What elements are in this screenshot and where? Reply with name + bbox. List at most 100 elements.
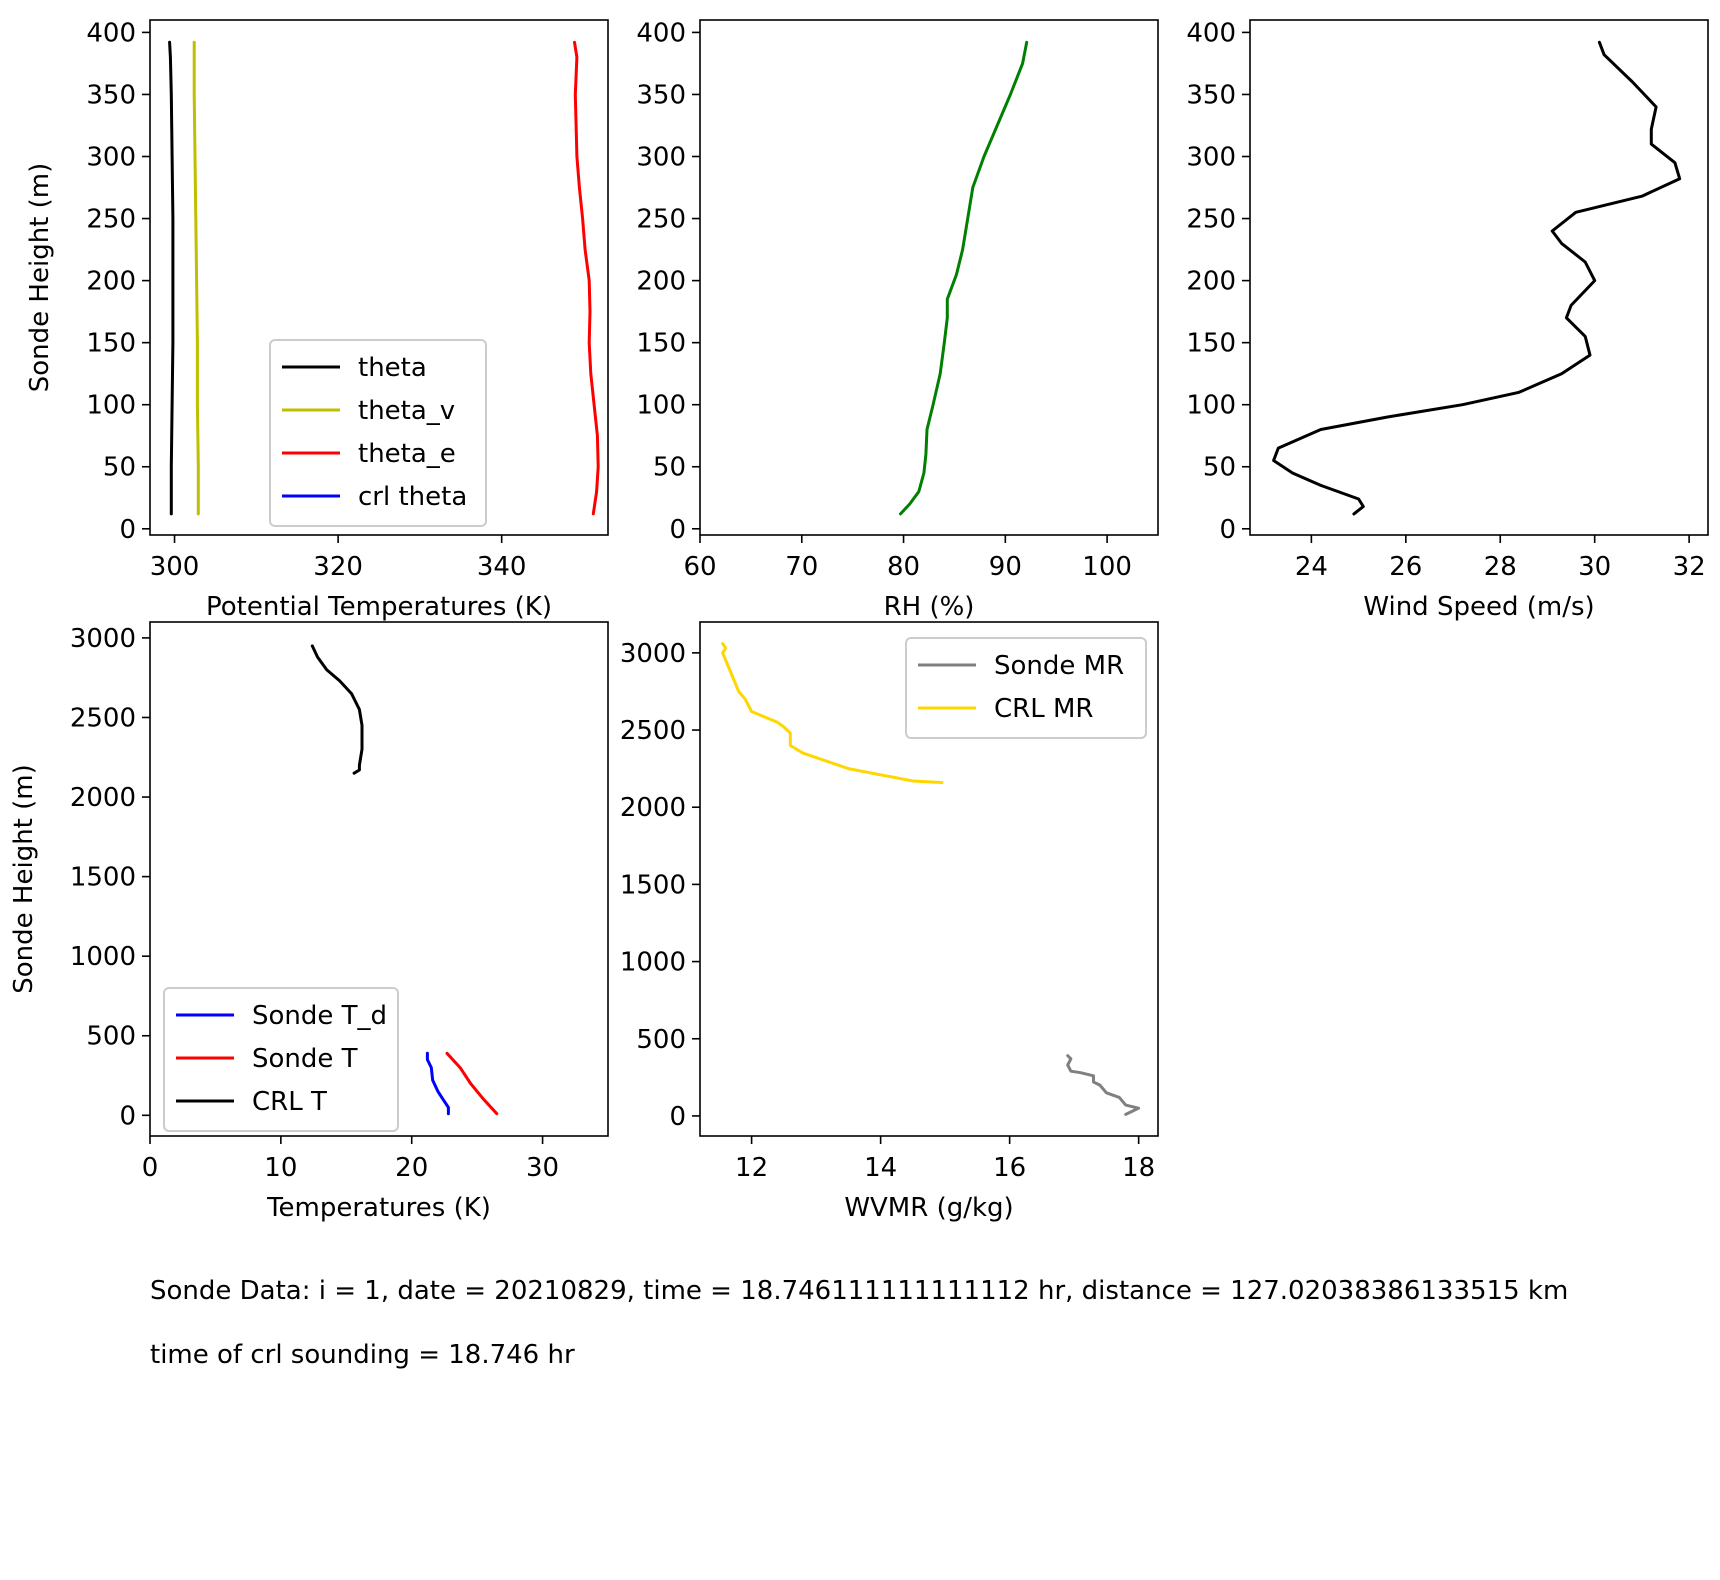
series-line-relative-humidity-0: [899, 40, 1029, 516]
y-tick-label: 100: [86, 391, 136, 421]
y-tick-label: 300: [1186, 143, 1236, 173]
y-axis-label: Sonde Height (m): [25, 163, 55, 392]
y-tick-label: 3000: [620, 639, 686, 669]
x-tick-label: 60: [683, 552, 716, 582]
x-axis-label: RH (%): [884, 592, 975, 622]
axes-frame: [699, 19, 1159, 536]
y-tick-label: 1000: [620, 948, 686, 978]
y-tick-label: 350: [1186, 80, 1236, 110]
panel-wind-speed: 24 26 28 30 32 0 50 100 150 200 250 300 350 400 Wind S…: [1186, 18, 1709, 622]
series-line-theta-v: [192, 40, 200, 516]
y-axis-label: Sonde Height (m): [9, 764, 39, 993]
legend-label: theta: [358, 353, 427, 383]
y-tick-label: 500: [636, 1025, 686, 1055]
legend-label: CRL T: [252, 1087, 327, 1117]
x-tick-label: 320: [313, 552, 363, 582]
sonde-data-annotation: Sonde Data: i = 1, date = 20210829, time…: [150, 1276, 1569, 1306]
y-tick-label: 350: [86, 80, 136, 110]
y-tick-label: 200: [636, 267, 686, 297]
y-tick-label: 2500: [620, 716, 686, 746]
axes-frame: [1249, 19, 1709, 536]
y-tick-label: 1500: [620, 870, 686, 900]
x-tick-label: 20: [395, 1153, 428, 1183]
x-axis-label: Temperatures (K): [266, 1193, 491, 1223]
legend-box: [269, 339, 487, 527]
x-tick-label: 26: [1389, 552, 1422, 582]
x-tick-label: 340: [477, 552, 527, 582]
series-line-theta-e: [573, 40, 600, 516]
y-tick-label: 150: [86, 329, 136, 359]
y-tick-label: 400: [86, 18, 136, 48]
legend-label: CRL MR: [994, 694, 1093, 724]
axes-frame: [149, 621, 609, 1137]
y-tick-label: 0: [1219, 515, 1236, 545]
panel-potential-temperature: 300 320 340 0 50 100 150 200 250 300 350 400 Potenti…: [25, 18, 609, 622]
series-line-sonde-t: [445, 1051, 499, 1116]
y-tick-label: 1500: [70, 863, 136, 893]
legend-label: Sonde T: [252, 1044, 358, 1074]
y-tick-label: 50: [653, 453, 686, 483]
y-tick-label: 0: [119, 515, 136, 545]
y-tick-label: 0: [119, 1101, 136, 1131]
x-tick-label: 12: [735, 1153, 768, 1183]
series-line-wind-speed-0: [1272, 40, 1682, 516]
x-tick-label: 28: [1484, 552, 1517, 582]
x-tick-label: 70: [785, 552, 818, 582]
series-line-theta: [168, 40, 175, 516]
legend-label: theta_v: [358, 396, 455, 426]
series-line-sonde-mr: [1066, 1054, 1141, 1116]
x-tick-label: 30: [526, 1153, 559, 1183]
panel-relative-humidity: 60 70 80 90 100 0 50 100 150 200 250 300 350 400 RH (%…: [636, 18, 1159, 622]
x-axis-label: Potential Temperatures (K): [206, 592, 552, 622]
panel-temperature: 0 10 20 30 0 500 1000 1500 2000 2500 3000 Temperatu…: [9, 621, 609, 1223]
y-tick-label: 400: [636, 18, 686, 48]
x-tick-label: 30: [1578, 552, 1611, 582]
y-tick-label: 100: [636, 391, 686, 421]
x-tick-label: 80: [887, 552, 920, 582]
legend: Sonde MR CRL MR: [905, 637, 1147, 739]
y-tick-label: 250: [636, 205, 686, 235]
legend-box: [163, 987, 399, 1132]
y-tick-label: 150: [636, 329, 686, 359]
legend-label: Sonde MR: [994, 651, 1124, 681]
y-tick-label: 0: [669, 515, 686, 545]
axes-frame: [149, 19, 609, 536]
y-tick-label: 400: [1186, 18, 1236, 48]
x-tick-label: 14: [864, 1153, 897, 1183]
y-tick-label: 2000: [70, 783, 136, 813]
x-tick-label: 100: [1082, 552, 1132, 582]
y-tick-label: 300: [636, 143, 686, 173]
y-tick-label: 150: [1186, 329, 1236, 359]
y-tick-label: 3000: [70, 624, 136, 654]
legend-label: crl theta: [358, 482, 467, 512]
legend-label: Sonde T_d: [252, 1001, 387, 1031]
y-tick-label: 200: [1186, 267, 1236, 297]
y-tick-label: 250: [86, 205, 136, 235]
y-tick-label: 250: [1186, 205, 1236, 235]
series-line-crl-t: [310, 644, 364, 775]
x-tick-label: 10: [264, 1153, 297, 1183]
y-tick-label: 0: [669, 1102, 686, 1132]
series-line-crl-mr: [721, 642, 944, 784]
y-tick-label: 300: [86, 143, 136, 173]
crl-time-annotation: time of crl sounding = 18.746 hr: [150, 1340, 575, 1370]
y-tick-label: 2000: [620, 793, 686, 823]
legend-box: [905, 637, 1147, 739]
x-axis-label: Wind Speed (m/s): [1363, 592, 1594, 622]
x-tick-label: 18: [1122, 1153, 1155, 1183]
x-tick-label: 24: [1295, 552, 1328, 582]
y-tick-label: 50: [1203, 453, 1236, 483]
x-tick-label: 300: [150, 552, 200, 582]
x-tick-label: 0: [142, 1153, 159, 1183]
series-line-sonde-t-d: [425, 1051, 450, 1116]
y-tick-label: 350: [636, 80, 686, 110]
x-axis-label: WVMR (g/kg): [844, 1193, 1013, 1223]
y-tick-label: 50: [103, 453, 136, 483]
x-tick-label: 16: [993, 1153, 1026, 1183]
legend-label: theta_e: [358, 439, 456, 469]
legend: Sonde T_d Sonde T CRL T: [163, 987, 399, 1132]
panel-water-vapor-mixing-ratio: 12 14 16 18 0 500 1000 1500 2000 2500 3000 WVMR (g/…: [620, 621, 1159, 1223]
y-tick-label: 200: [86, 267, 136, 297]
